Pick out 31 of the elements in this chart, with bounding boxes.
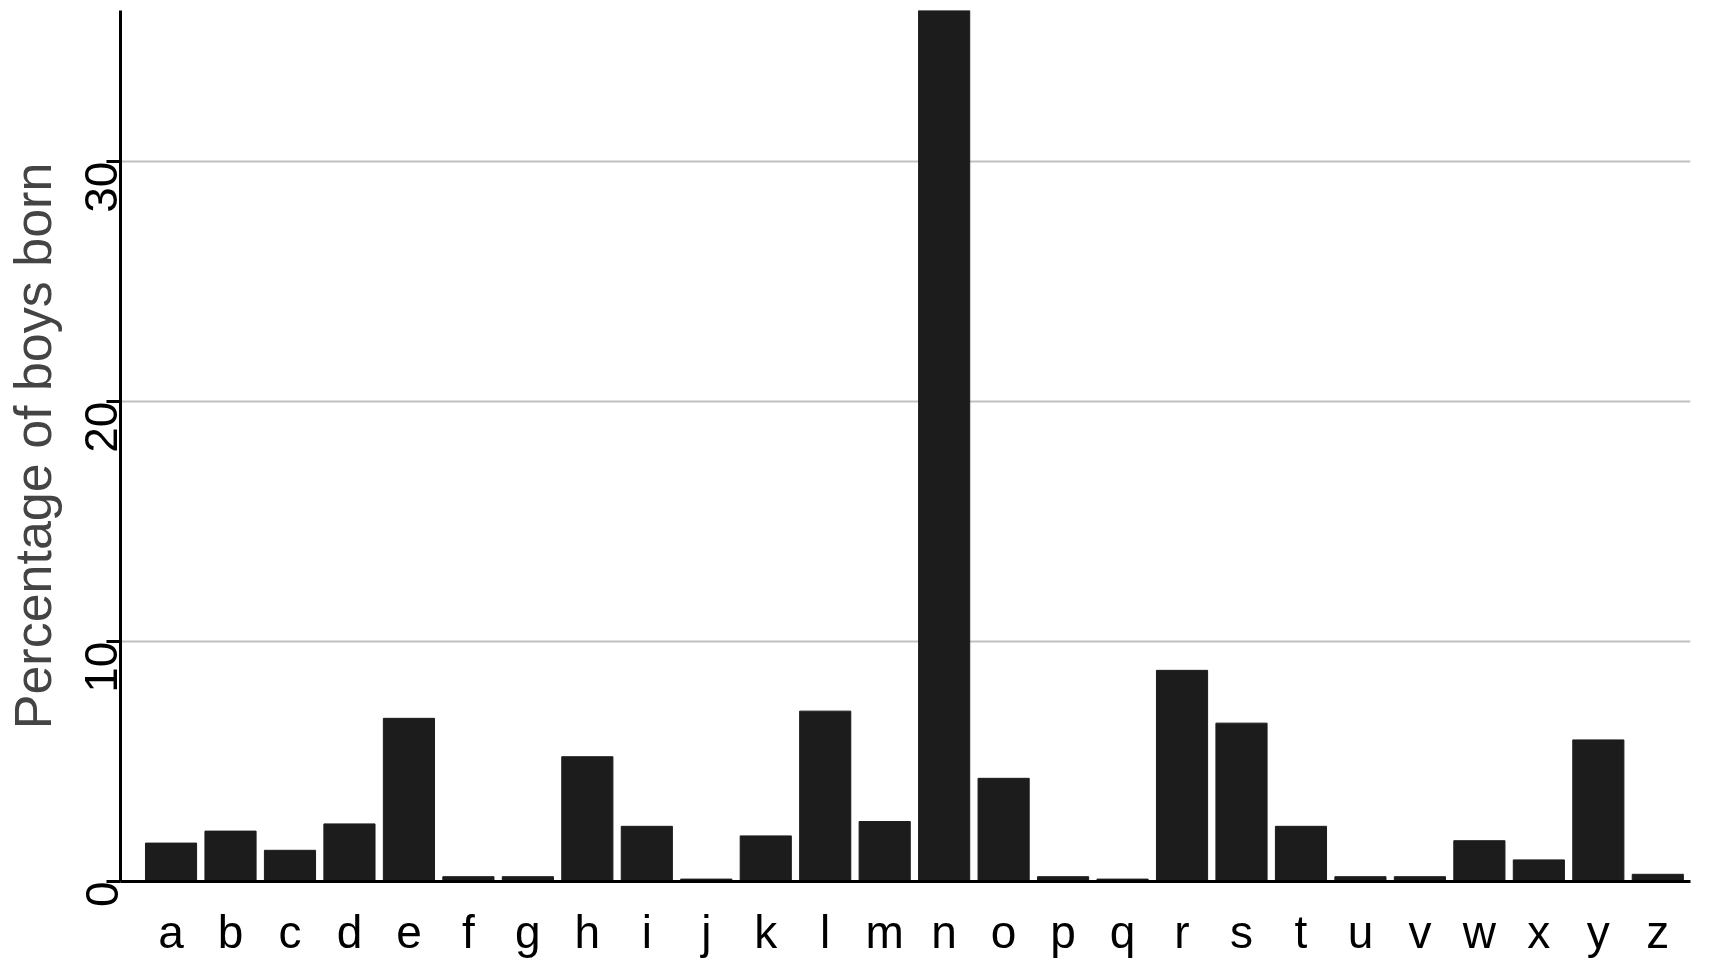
x-tick-label: q xyxy=(1109,905,1136,958)
x-tick-label: f xyxy=(462,905,476,958)
x-tick-label: x xyxy=(1527,905,1551,958)
x-tick-label: s xyxy=(1230,905,1253,958)
y-tick-label: 30 xyxy=(75,161,128,213)
y-tick-label: 20 xyxy=(75,401,128,453)
y-axis-title: Percentage of boys born xyxy=(3,162,62,730)
x-tick-label: w xyxy=(1461,905,1497,958)
x-tick-label: n xyxy=(931,905,957,958)
x-tick-label: p xyxy=(1050,905,1076,958)
x-tick-label: v xyxy=(1408,905,1432,958)
y-tick-label: 0 xyxy=(75,881,128,908)
x-tick-label: l xyxy=(820,905,831,958)
x-tick-label: o xyxy=(990,905,1017,958)
x-tick-label: a xyxy=(158,905,185,958)
y-tick-label: 10 xyxy=(75,641,128,693)
x-tick-label: j xyxy=(699,905,712,958)
x-tick-label: g xyxy=(515,905,541,958)
x-tick-label: b xyxy=(217,905,244,958)
x-tick-label: u xyxy=(1347,905,1374,958)
x-tick-label: e xyxy=(396,905,422,958)
x-tick-label: c xyxy=(278,905,302,958)
x-tick-label: k xyxy=(754,905,779,958)
x-tick-label: h xyxy=(574,905,601,958)
x-tick-label: y xyxy=(1586,905,1610,958)
x-tick-label: d xyxy=(336,905,363,958)
x-tick-label: r xyxy=(1174,905,1190,958)
x-tick-label: m xyxy=(865,905,904,958)
x-tick-label: i xyxy=(641,905,652,958)
x-tick-label: z xyxy=(1646,905,1670,958)
x-tick-label: t xyxy=(1294,905,1308,958)
